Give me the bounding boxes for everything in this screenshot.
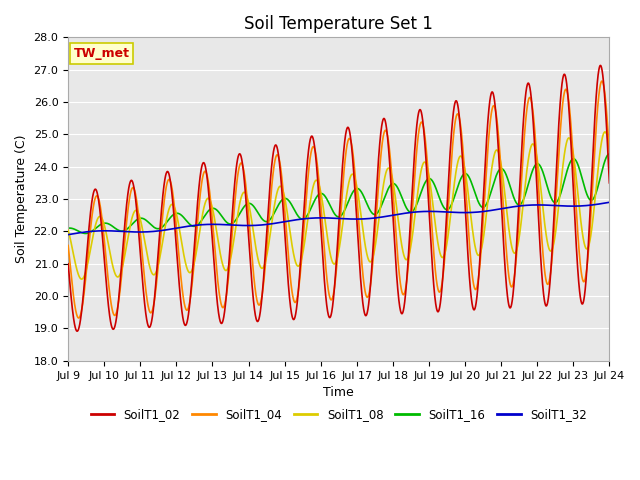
SoilT1_08 xyxy=(180,254,188,260)
SoilT1_32 xyxy=(216,222,223,228)
SoilT1_02 xyxy=(180,321,188,327)
SoilT1_32 xyxy=(401,210,409,216)
SoilT1_08 xyxy=(401,255,409,261)
SoilT1_02 xyxy=(554,133,562,139)
SoilT1_32 xyxy=(605,200,612,205)
SoilT1_16 xyxy=(554,197,562,203)
SoilT1_08 xyxy=(78,276,86,282)
SoilT1_02 xyxy=(596,62,604,68)
SoilT1_04 xyxy=(392,225,399,231)
SoilT1_04 xyxy=(401,288,409,294)
SoilT1_02 xyxy=(64,261,72,266)
SoilT1_08 xyxy=(605,144,613,150)
X-axis label: Time: Time xyxy=(323,386,354,399)
SoilT1_02 xyxy=(605,177,613,183)
SoilT1_04 xyxy=(75,315,83,321)
Line: SoilT1_32: SoilT1_32 xyxy=(68,202,609,235)
SoilT1_16 xyxy=(216,210,223,216)
SoilT1_16 xyxy=(605,151,613,157)
SoilT1_16 xyxy=(180,215,188,221)
SoilT1_02 xyxy=(216,315,223,321)
SoilT1_04 xyxy=(216,292,223,298)
SoilT1_16 xyxy=(64,225,72,231)
Text: TW_met: TW_met xyxy=(74,47,129,60)
SoilT1_08 xyxy=(216,246,223,252)
SoilT1_04 xyxy=(605,151,613,156)
SoilT1_08 xyxy=(554,208,562,214)
SoilT1_32 xyxy=(605,199,613,205)
SoilT1_04 xyxy=(180,300,188,306)
SoilT1_16 xyxy=(401,202,409,208)
SoilT1_16 xyxy=(82,230,90,236)
SoilT1_02 xyxy=(74,328,81,334)
SoilT1_16 xyxy=(605,151,613,156)
SoilT1_08 xyxy=(601,129,609,135)
SoilT1_02 xyxy=(605,180,613,186)
SoilT1_04 xyxy=(598,78,606,84)
SoilT1_04 xyxy=(605,148,613,154)
SoilT1_16 xyxy=(392,182,399,188)
SoilT1_04 xyxy=(64,242,72,248)
SoilT1_08 xyxy=(64,228,72,233)
SoilT1_02 xyxy=(392,256,399,262)
SoilT1_32 xyxy=(64,232,72,238)
SoilT1_32 xyxy=(180,224,188,230)
Y-axis label: Soil Temperature (C): Soil Temperature (C) xyxy=(15,135,28,264)
Line: SoilT1_02: SoilT1_02 xyxy=(68,65,609,331)
SoilT1_32 xyxy=(554,203,562,208)
SoilT1_02 xyxy=(401,297,409,302)
SoilT1_08 xyxy=(605,145,613,151)
SoilT1_08 xyxy=(392,196,399,202)
Line: SoilT1_08: SoilT1_08 xyxy=(68,132,609,279)
SoilT1_32 xyxy=(392,212,399,218)
Legend: SoilT1_02, SoilT1_04, SoilT1_08, SoilT1_16, SoilT1_32: SoilT1_02, SoilT1_04, SoilT1_08, SoilT1_… xyxy=(86,404,591,426)
Title: Soil Temperature Set 1: Soil Temperature Set 1 xyxy=(244,15,433,33)
SoilT1_04 xyxy=(554,162,562,168)
Line: SoilT1_16: SoilT1_16 xyxy=(68,154,609,233)
Line: SoilT1_04: SoilT1_04 xyxy=(68,81,609,318)
